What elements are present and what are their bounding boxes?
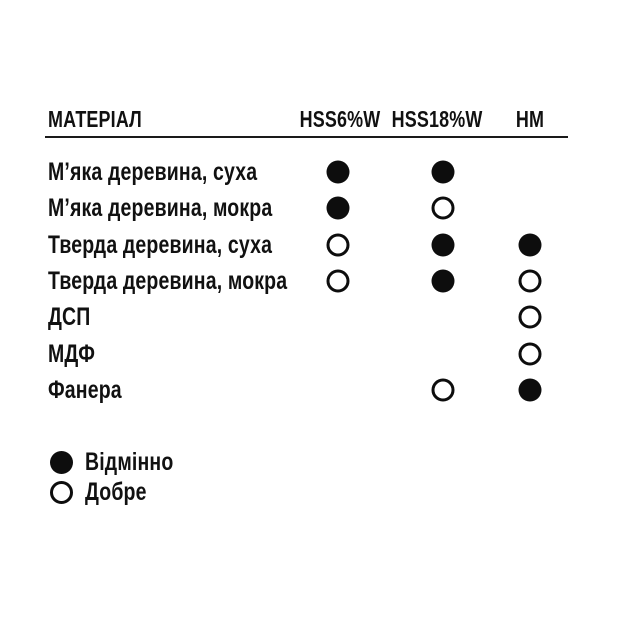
rating-dot [326,233,350,257]
rating-dot [431,269,455,293]
rating-dot [518,378,542,402]
rating-dot [431,160,455,184]
rating-dot [326,160,350,184]
row-label: Фанера [48,375,122,404]
column-header-material: МАТЕРІАЛ [48,107,168,131]
rating-dot [518,233,542,257]
rating-dot [326,269,350,293]
rating-dot [518,269,542,293]
column-header-hm: HM [512,107,548,131]
legend: Відмінно Добре [50,447,198,507]
table-row: Тверда деревина, суха [0,227,630,263]
legend-item-excellent: Відмінно [50,447,198,477]
row-label: М’яка деревина, суха [48,158,258,187]
column-header-hm-label: HM [515,106,545,132]
row-label: Тверда деревина, мокра [48,267,288,296]
rating-dot [431,378,455,402]
column-header-hss18w-label: HSS18%W [391,106,483,132]
row-label: МДФ [48,339,95,368]
column-header-material-label: МАТЕРІАЛ [48,106,142,132]
filled-circle-icon [50,450,73,474]
legend-label-excellent: Відмінно [85,448,174,476]
table-row: ДСП [0,299,630,335]
column-header-hss6w: HSS6%W [288,107,391,131]
column-header-hss18w: HSS18%W [379,107,495,131]
hollow-circle-icon [50,480,73,504]
legend-item-good: Добре [50,477,198,507]
row-label: М’яка деревина, мокра [48,194,273,223]
rating-dot [431,196,455,220]
rating-dot [326,196,350,220]
table-row: Тверда деревина, мокра [0,263,630,299]
rating-dot [431,233,455,257]
table-row: М’яка деревина, суха [0,154,630,190]
rating-dot [518,342,542,366]
table-row: Фанера [0,372,630,408]
header-rule [45,136,568,138]
column-header-hss6w-label: HSS6%W [299,106,381,132]
row-label: ДСП [48,303,91,332]
rating-dot [518,305,542,329]
table-row: МДФ [0,335,630,371]
legend-label-good: Добре [85,478,147,506]
table-row: М’яка деревина, мокра [0,190,630,226]
row-label: Тверда деревина, суха [48,230,273,259]
table-body: М’яка деревина, суха М’яка деревина, мок… [0,154,630,408]
